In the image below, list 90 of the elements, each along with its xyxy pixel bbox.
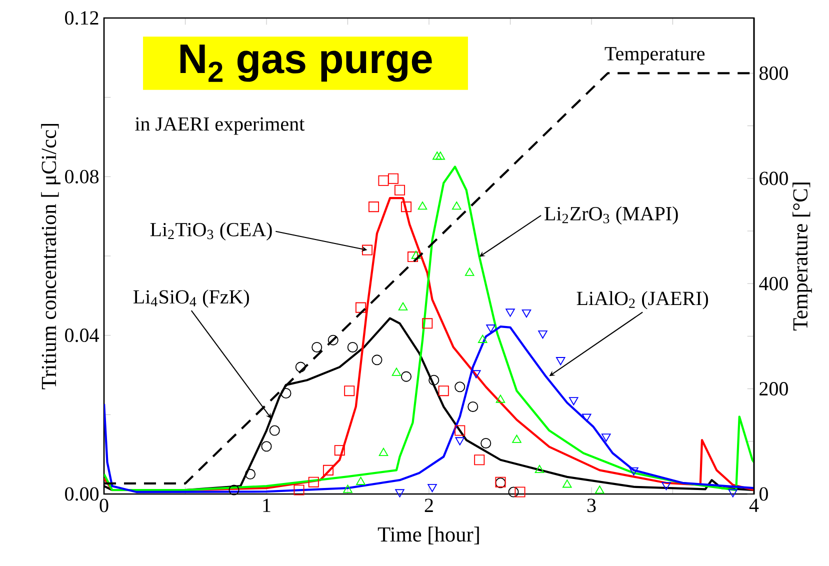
point [512, 434, 522, 443]
point [508, 486, 519, 498]
point [343, 484, 352, 493]
point [344, 386, 355, 396]
point [244, 468, 256, 480]
point [438, 386, 449, 396]
point [602, 434, 611, 442]
point [436, 152, 446, 160]
point [388, 173, 399, 184]
point [538, 330, 548, 339]
point [522, 309, 532, 318]
point [411, 250, 421, 259]
point [228, 484, 240, 496]
y-tick-label: 0.12 [65, 11, 98, 25]
point [261, 441, 272, 452]
annotation: LiAlO$_{2}$ (JAERI) [576, 291, 708, 310]
point [392, 368, 402, 376]
text: N$_{2}$ gas purge [180, 44, 432, 82]
point [394, 184, 406, 196]
point [569, 397, 578, 406]
annotation: Li$_{2}$TiO$_{3}$ (CEA) [150, 222, 272, 240]
point [418, 202, 428, 210]
y2-axis-title: Temperature [°C] [792, 182, 812, 331]
y2-tick-label: 400 [759, 276, 788, 290]
annotation: in JAERI experiment [135, 117, 305, 135]
point [280, 388, 292, 398]
y-tick-label: 0.08 [65, 170, 99, 184]
y2-tick-label: 600 [760, 172, 788, 186]
annotation: Li$_{2}$ZrO$_{3}$ (MAPI) [544, 206, 678, 225]
point [322, 464, 334, 476]
point [472, 370, 481, 378]
point [295, 362, 306, 372]
annotation: Li$_{4}$SiO$_{4}$ (FzK) [133, 290, 249, 308]
y-tick-label: 0.04 [65, 328, 99, 342]
point [728, 489, 738, 498]
point [452, 202, 462, 210]
point [422, 318, 433, 329]
x-tick-label: 4 [749, 498, 759, 512]
point [534, 464, 544, 474]
point [582, 414, 592, 422]
point [514, 486, 526, 498]
point [480, 438, 492, 448]
point [378, 448, 388, 456]
point [398, 302, 408, 310]
point [465, 268, 474, 276]
point [595, 486, 604, 494]
y2-tick-label: 200 [760, 382, 788, 396]
point [428, 374, 440, 386]
point [486, 324, 496, 333]
point [356, 476, 366, 485]
point [368, 202, 380, 212]
point [662, 482, 671, 490]
point [308, 476, 319, 488]
point [378, 175, 389, 186]
point [562, 480, 572, 488]
point [269, 425, 280, 436]
point [556, 357, 566, 366]
point [334, 445, 345, 456]
point [478, 334, 488, 343]
point [312, 342, 322, 352]
point [474, 454, 485, 466]
point [362, 244, 373, 256]
point [372, 354, 382, 366]
point [454, 425, 466, 436]
x-tick-label: 3 [587, 498, 596, 512]
point [347, 342, 358, 352]
y-tick-label: 0.00 [65, 487, 99, 501]
point [407, 252, 418, 262]
point [355, 302, 366, 313]
point [629, 467, 638, 476]
point [455, 437, 465, 446]
point [428, 484, 437, 492]
x-axis-title: Time [hour] [378, 526, 479, 544]
x-tick-label: 0 [100, 498, 108, 512]
series-label: Temperature [604, 47, 705, 65]
point [294, 484, 304, 496]
y2-tick-label: 800 [759, 66, 788, 80]
point [506, 308, 515, 317]
point [400, 202, 412, 212]
point [454, 382, 466, 392]
y-axis-title: Tritium concentration [ μCi/cc] [41, 124, 60, 390]
point [468, 401, 478, 412]
point [432, 152, 442, 160]
point [400, 371, 412, 382]
point [328, 334, 338, 346]
point [395, 489, 404, 498]
x-tick-label: 2 [424, 498, 433, 512]
x-tick-label: 1 [263, 498, 270, 512]
point [496, 394, 506, 403]
y2-tick-label: 0 [759, 487, 768, 501]
